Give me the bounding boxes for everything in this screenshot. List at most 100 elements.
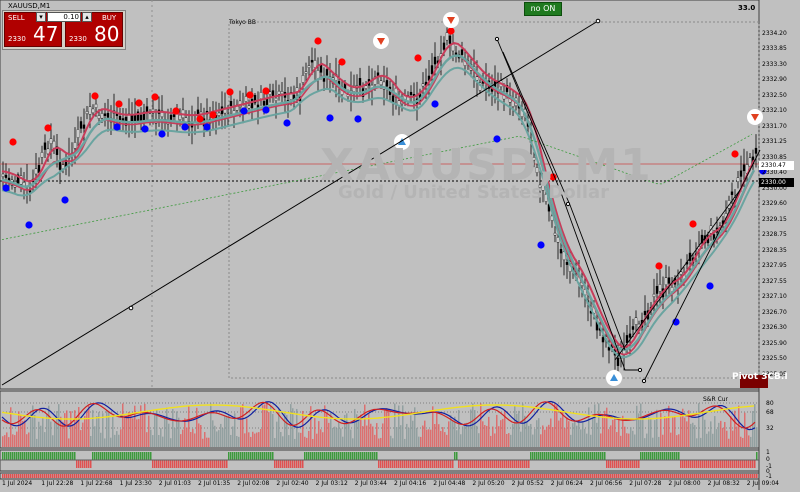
small-bar — [660, 474, 662, 478]
signal-bar — [258, 452, 260, 460]
histogram-bar — [206, 437, 208, 447]
time-tick-label: 2 Jul 04:16 — [394, 480, 427, 487]
histogram-bar — [6, 432, 8, 447]
signal-bar — [42, 452, 44, 460]
small-bar — [180, 474, 182, 478]
signal-bar — [174, 460, 176, 468]
signal-bar — [384, 460, 386, 468]
small-bar — [306, 474, 308, 478]
status-badge[interactable]: no ON — [524, 2, 562, 16]
signal-bar — [754, 460, 756, 468]
signal-bar — [652, 452, 654, 460]
small-bar — [732, 474, 734, 478]
histogram-bar — [428, 429, 430, 447]
small-bar — [230, 474, 232, 478]
histogram-bar — [746, 429, 748, 447]
histogram-bar — [628, 433, 630, 447]
small-bar — [488, 474, 490, 478]
candle-body — [544, 194, 548, 202]
candle-body — [58, 162, 62, 170]
histogram-bar — [268, 412, 270, 447]
small-bar — [580, 474, 582, 478]
small-bar — [368, 474, 370, 478]
small-bar — [410, 474, 412, 478]
candle-body — [73, 142, 77, 149]
candle-body — [739, 170, 743, 177]
histogram-bar — [736, 426, 738, 447]
signal-bar — [526, 460, 528, 468]
candle-body — [247, 105, 251, 109]
small-bar — [112, 474, 114, 478]
histogram-bar — [134, 405, 136, 447]
small-bar — [478, 474, 480, 478]
small-bar — [650, 474, 652, 478]
volume-input[interactable]: 0.10 — [47, 12, 81, 22]
small-bar — [418, 474, 420, 478]
histogram-bar — [304, 436, 306, 447]
histogram-bar — [574, 420, 576, 447]
candle-body — [79, 121, 83, 129]
signal-bar — [182, 460, 184, 468]
histogram-bar — [608, 429, 610, 447]
histogram-bar — [750, 436, 752, 447]
small-bar — [494, 474, 496, 478]
histogram-bar — [152, 435, 154, 447]
price-tick-label: 2333.30 — [762, 61, 787, 68]
sell-signal-dot — [151, 93, 159, 101]
time-tick-label: 2 Jul 06:24 — [550, 480, 583, 487]
candle-body — [535, 167, 539, 173]
small-bar — [424, 474, 426, 478]
small-bar — [412, 474, 414, 478]
buy-arrow-icon — [398, 138, 406, 145]
histogram-bar — [456, 430, 458, 447]
histogram-bar — [740, 436, 742, 447]
small-bar — [426, 474, 428, 478]
small-bar — [592, 474, 594, 478]
zigzag-anchor — [637, 367, 643, 373]
signal-bar — [438, 460, 440, 468]
histogram-bar — [380, 437, 382, 447]
sell-button[interactable]: SELL 2330 47 — [4, 12, 62, 47]
histogram-bar — [294, 438, 296, 447]
signal-bar — [460, 460, 462, 468]
candle-body — [145, 106, 149, 113]
signal-bar — [422, 460, 424, 468]
price-tick-label: 2327.95 — [762, 262, 787, 269]
signal-bar — [448, 460, 450, 468]
time-tick-label: 1 Jul 22:28 — [41, 480, 74, 487]
small-bar — [590, 474, 592, 478]
volume-increase-button[interactable]: ▴ — [82, 12, 92, 22]
small-bar — [222, 474, 224, 478]
histogram-bar — [360, 414, 362, 447]
histogram-bar — [68, 438, 70, 447]
small-bar — [686, 474, 688, 478]
histogram-bar — [414, 407, 416, 447]
small-bar — [364, 474, 366, 478]
signal-bar — [530, 452, 532, 460]
signal-bar — [66, 452, 68, 460]
buy-arrow-icon — [610, 374, 618, 381]
small-bar — [396, 474, 398, 478]
time-tick-label: 2 Jul 02:08 — [237, 480, 270, 487]
histogram-bar — [140, 405, 142, 447]
signal-bar — [756, 452, 758, 460]
small-bar — [640, 474, 642, 478]
histogram-bar — [272, 413, 274, 447]
small-bar — [358, 474, 360, 478]
histogram-bar — [24, 420, 26, 447]
volume-decrease-button[interactable]: ▾ — [36, 12, 46, 22]
histogram-bar — [732, 430, 734, 447]
histogram-bar — [350, 429, 352, 447]
histogram-bar — [322, 432, 324, 447]
histogram-bar — [468, 424, 470, 447]
signal-bar — [236, 452, 238, 460]
buy-signal-dot — [354, 115, 362, 123]
candle-body — [34, 168, 38, 175]
histogram-bar — [212, 420, 214, 447]
histogram-bar — [526, 422, 528, 447]
trend-lines[interactable] — [1, 18, 761, 386]
histogram-bar — [682, 408, 684, 447]
signal-bar — [138, 452, 140, 460]
signal-bar — [718, 460, 720, 468]
